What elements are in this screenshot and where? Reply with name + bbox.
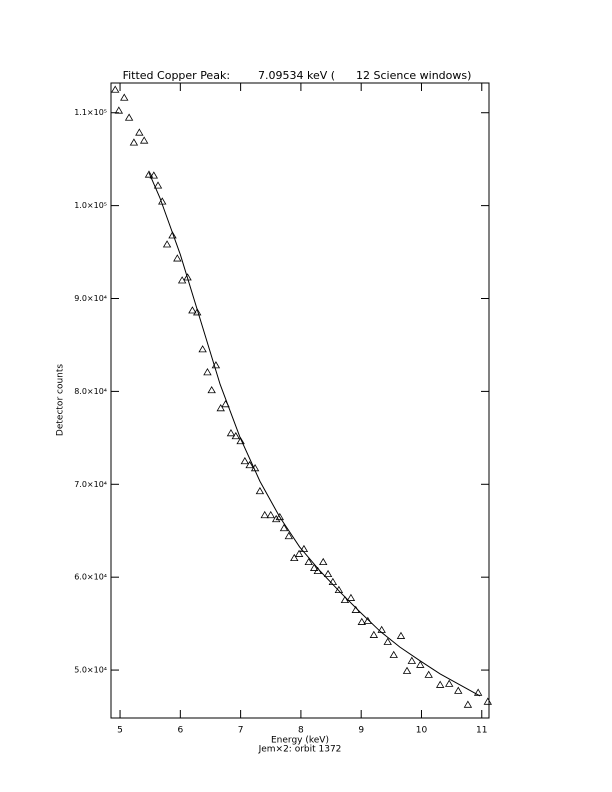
data-point [240,456,250,465]
data-point [454,686,463,694]
x-tick-label: 5 [117,726,123,736]
data-point [153,181,163,189]
y-axis-label: Detector counts [56,364,66,436]
y-tick-label: 7.0×10⁴ [74,480,107,489]
data-point [162,240,172,248]
y-tick-label: 1.1×10⁵ [74,108,107,117]
data-point [114,106,124,114]
data-point [389,650,398,658]
data-point [363,616,373,624]
data-point [188,306,197,314]
data-point [383,637,392,645]
data-point [445,679,454,687]
data-point [463,700,473,708]
data-point [144,170,154,178]
y-tick-label: 1.0×10⁵ [74,201,107,210]
data-point [369,630,379,638]
data-point [203,368,212,376]
data-point [216,404,225,412]
data-point [260,510,269,519]
data-point [424,670,433,678]
x-axis-label: Energy (keV) [271,736,329,746]
subtitle: Jem×2: orbit 1372 [258,745,342,755]
data-point [168,231,177,239]
plot-frame [110,82,490,719]
data-point [266,510,275,519]
y-tick-label: 8.0×10⁴ [74,387,107,396]
x-tick-label: 7 [238,726,244,736]
y-tick-label: 9.0×10⁴ [74,294,107,303]
x-tick-label: 11 [476,726,487,736]
data-point [377,625,386,633]
data-point [319,557,328,566]
data-point [396,631,406,639]
fit-line [148,172,481,697]
data-point [120,93,129,101]
data-point [236,436,245,445]
data-point [271,514,281,523]
data-point [139,136,149,144]
chart-title: Fitted Copper Peak: 7.09534 keV ( 12 Sci… [123,69,472,82]
data-point [173,254,182,262]
y-tick-label: 6.0×10⁴ [74,573,107,582]
data-point [402,666,412,674]
data-point [284,531,294,540]
x-tick-label: 10 [416,726,428,736]
data-point [207,385,216,394]
data-point [304,557,313,566]
data-point [407,656,417,664]
data-point [340,595,350,604]
data-point [275,512,285,521]
data-point [323,569,333,578]
data-point [149,171,159,179]
y-tick-label: 5.0×10⁴ [74,666,107,675]
x-tick-label: 8 [298,726,304,736]
data-point [124,113,134,121]
data-point [245,460,254,469]
data-point [416,660,425,668]
data-point [255,486,265,495]
data-point [290,553,299,562]
data-point [226,428,236,437]
data-point [111,85,120,93]
data-point [294,549,304,557]
data-point [129,138,139,146]
data-point [435,680,445,688]
data-point [279,523,289,532]
data-point [193,308,202,316]
data-point [135,128,144,136]
data-point [198,345,207,353]
x-tick-label: 9 [358,726,364,736]
data-point [231,431,240,440]
data-point [183,273,192,281]
data-point [357,617,366,625]
data-point [483,697,492,705]
data-point [309,563,319,571]
data-point [346,593,356,601]
x-tick-label: 6 [177,726,183,736]
